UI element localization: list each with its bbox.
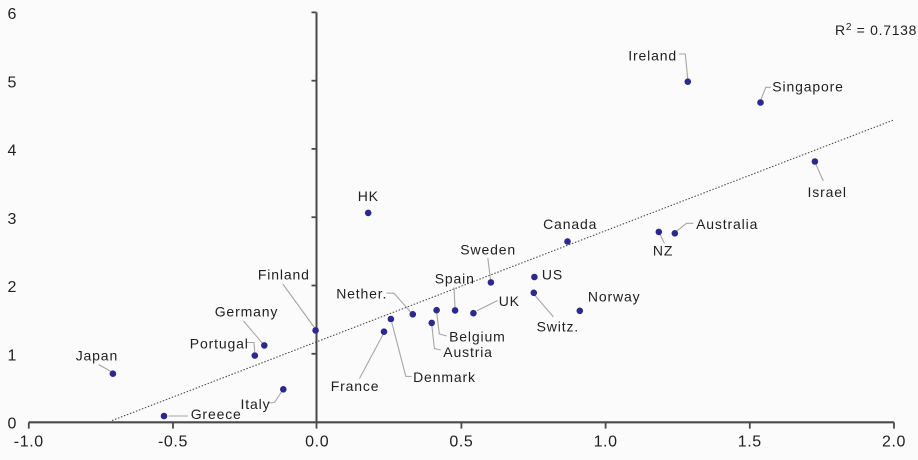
svg-text:-1.0: -1.0	[14, 434, 44, 451]
svg-text:Sweden: Sweden	[460, 241, 516, 257]
svg-text:Denmark: Denmark	[413, 369, 476, 385]
svg-text:Finland: Finland	[258, 267, 310, 283]
svg-text:Switz.: Switz.	[537, 318, 579, 334]
svg-text:UK: UK	[499, 293, 520, 309]
svg-text:0: 0	[7, 416, 17, 433]
svg-text:Ireland: Ireland	[628, 47, 677, 63]
svg-text:4: 4	[7, 143, 17, 160]
svg-text:France: France	[331, 378, 380, 394]
svg-text:Israel: Israel	[808, 184, 847, 200]
svg-text:Austria: Austria	[443, 344, 493, 360]
svg-text:Australia: Australia	[696, 216, 758, 232]
svg-text:0.5: 0.5	[449, 434, 473, 451]
svg-text:Greece: Greece	[191, 406, 242, 422]
svg-text:Canada: Canada	[543, 216, 597, 232]
svg-text:Singapore: Singapore	[772, 79, 843, 95]
svg-text:6: 6	[7, 6, 17, 23]
svg-text:Germany: Germany	[215, 303, 279, 319]
svg-text:1.0: 1.0	[594, 434, 618, 451]
svg-text:Nether.: Nether.	[336, 285, 387, 301]
svg-text:US: US	[542, 267, 563, 283]
svg-text:Belgium: Belgium	[449, 328, 506, 344]
svg-text:3: 3	[7, 211, 17, 228]
svg-text:Norway: Norway	[588, 288, 641, 304]
svg-text:1.5: 1.5	[738, 434, 762, 451]
svg-text:Italy: Italy	[241, 396, 271, 412]
svg-text:Spain: Spain	[435, 270, 475, 286]
svg-text:HK: HK	[358, 188, 379, 204]
svg-text:2.0: 2.0	[882, 434, 906, 451]
svg-text:NZ: NZ	[653, 242, 673, 258]
svg-text:Japan: Japan	[76, 348, 118, 364]
svg-text:R2 = 0.7138: R2 = 0.7138	[835, 22, 917, 39]
svg-text:0.0: 0.0	[305, 434, 329, 451]
svg-text:Portugal: Portugal	[190, 336, 249, 352]
svg-text:1: 1	[7, 347, 17, 364]
svg-text:5: 5	[7, 74, 17, 91]
svg-text:-0.5: -0.5	[158, 434, 188, 451]
svg-text:2: 2	[7, 279, 17, 296]
